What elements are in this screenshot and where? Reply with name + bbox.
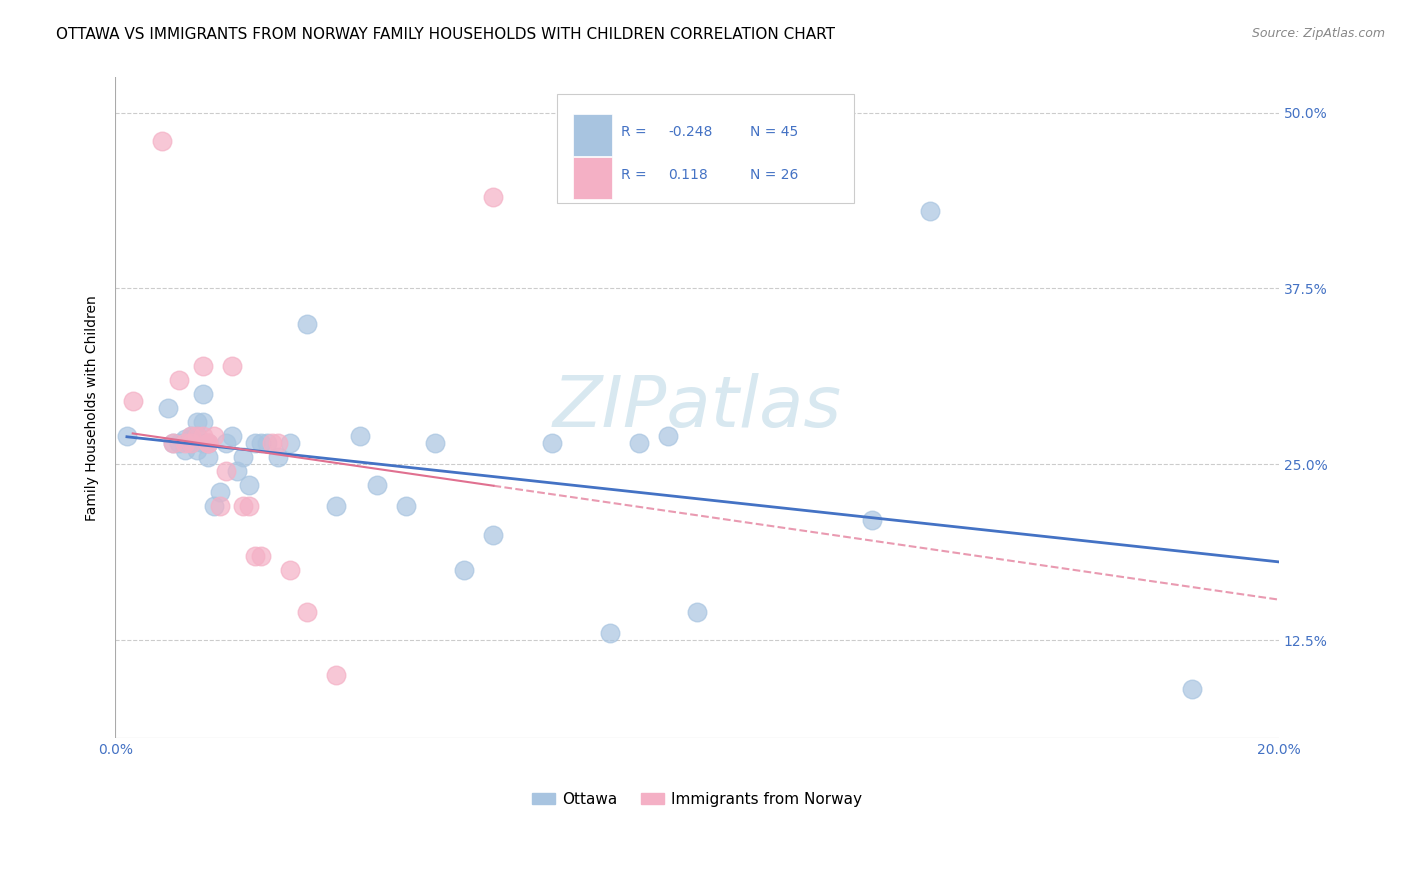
Point [180, 429, 202, 443]
Point [115, 429, 138, 443]
Point [918, 204, 941, 219]
Point [169, 373, 191, 387]
Point [162, 436, 184, 450]
Point [599, 626, 621, 640]
Point [202, 500, 225, 514]
Point [169, 436, 191, 450]
Point [238, 478, 260, 492]
Point [325, 668, 347, 682]
FancyBboxPatch shape [558, 94, 855, 203]
Point [278, 436, 301, 450]
Point [186, 429, 208, 443]
Point [197, 450, 219, 465]
Point [215, 464, 238, 478]
Text: R =: R = [621, 168, 647, 182]
Text: -0.248: -0.248 [668, 125, 713, 138]
Point [186, 415, 208, 429]
Text: ZIPatlas: ZIPatlas [553, 374, 842, 442]
Point [349, 429, 371, 443]
Point [627, 436, 650, 450]
FancyBboxPatch shape [572, 114, 612, 156]
Point [297, 317, 319, 331]
Point [1181, 682, 1204, 697]
Point [657, 429, 679, 443]
Point [156, 401, 179, 415]
Point [243, 436, 266, 450]
Point [174, 436, 197, 450]
Point [267, 436, 290, 450]
Point [121, 393, 143, 408]
Point [202, 429, 225, 443]
FancyBboxPatch shape [572, 157, 612, 199]
Point [197, 436, 219, 450]
Legend: Ottawa, Immigrants from Norway: Ottawa, Immigrants from Norway [526, 786, 869, 813]
Point [191, 436, 214, 450]
Point [226, 464, 249, 478]
Text: N = 45: N = 45 [749, 125, 797, 138]
Point [208, 500, 231, 514]
Point [191, 359, 214, 373]
Point [180, 429, 202, 443]
Point [191, 415, 214, 429]
Point [215, 436, 238, 450]
Point [186, 429, 208, 443]
Point [540, 436, 562, 450]
Point [180, 436, 202, 450]
Point [174, 432, 197, 446]
Point [197, 436, 219, 450]
Point [221, 359, 243, 373]
Point [860, 514, 883, 528]
Point [686, 605, 709, 619]
Point [366, 478, 388, 492]
Point [482, 190, 505, 204]
Point [256, 436, 278, 450]
Point [191, 429, 214, 443]
Point [262, 436, 284, 450]
Text: R =: R = [621, 125, 647, 138]
Point [180, 436, 202, 450]
Point [453, 563, 475, 577]
Point [232, 500, 254, 514]
Point [150, 134, 173, 148]
Point [249, 549, 271, 563]
Point [232, 450, 254, 465]
Point [221, 429, 243, 443]
Point [186, 443, 208, 458]
Text: Source: ZipAtlas.com: Source: ZipAtlas.com [1251, 27, 1385, 40]
Point [191, 387, 214, 401]
Point [243, 549, 266, 563]
Point [249, 436, 271, 450]
Text: 0.118: 0.118 [668, 168, 707, 182]
Point [325, 500, 347, 514]
Point [482, 527, 505, 541]
Point [197, 436, 219, 450]
Y-axis label: Family Households with Children: Family Households with Children [86, 295, 100, 521]
Point [174, 443, 197, 458]
Text: OTTAWA VS IMMIGRANTS FROM NORWAY FAMILY HOUSEHOLDS WITH CHILDREN CORRELATION CHA: OTTAWA VS IMMIGRANTS FROM NORWAY FAMILY … [56, 27, 835, 42]
Point [238, 500, 260, 514]
Point [278, 563, 301, 577]
Point [208, 485, 231, 500]
Point [297, 605, 319, 619]
Point [267, 450, 290, 465]
Point [425, 436, 447, 450]
Point [395, 500, 418, 514]
Point [180, 432, 202, 446]
Text: N = 26: N = 26 [749, 168, 797, 182]
Point [162, 436, 184, 450]
